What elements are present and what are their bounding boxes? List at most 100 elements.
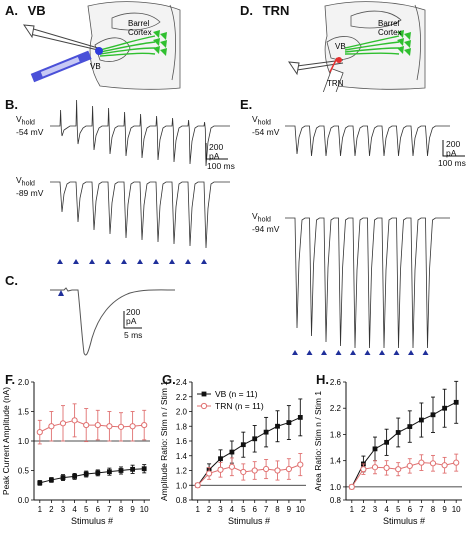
data-point xyxy=(118,468,124,473)
series-line xyxy=(351,462,457,488)
series-line xyxy=(197,416,301,486)
x-tick-label: 7 xyxy=(107,505,112,514)
data-point xyxy=(383,464,390,471)
data-point xyxy=(372,446,378,452)
b-stim-arrow-icon xyxy=(201,259,207,264)
data-point xyxy=(274,467,281,474)
data-point xyxy=(429,460,437,467)
data-point xyxy=(130,466,135,472)
data-point xyxy=(297,415,303,420)
y-tick-label: 0.5 xyxy=(18,467,30,476)
panel-e-letter: E. xyxy=(240,97,253,112)
data-point xyxy=(218,456,223,462)
x-axis-label: Stimulus # xyxy=(228,516,270,526)
e-scale-time: 100 ms xyxy=(438,158,466,168)
data-point xyxy=(129,423,136,430)
y-tick-label: 1.8 xyxy=(330,430,342,439)
data-point xyxy=(395,430,401,435)
data-point xyxy=(297,461,304,468)
x-tick-label: 10 xyxy=(140,505,149,514)
y-tick-label: 2.0 xyxy=(176,408,188,417)
data-point xyxy=(60,475,66,480)
data-point xyxy=(83,421,90,429)
series-trn xyxy=(36,403,148,445)
e-bottom-vhold-value: -94 mV xyxy=(252,223,280,234)
b-bottom-vhold-value: -89 mV xyxy=(16,187,44,198)
x-tick-label: 9 xyxy=(130,505,135,514)
data-point xyxy=(229,449,235,455)
thalamocortical-axons xyxy=(99,35,156,57)
data-point xyxy=(72,474,77,479)
stimulating-electrode-icon xyxy=(22,24,99,51)
panel-d-title: TRN xyxy=(262,3,290,18)
panel-g-letter: G. xyxy=(162,372,176,387)
e-bottom-vhold-v: V xyxy=(252,211,258,221)
x-tick-label: 5 xyxy=(84,505,89,514)
vb-schematic: VB Barrel Cortex xyxy=(22,1,181,90)
e-scale-current: 200 pA xyxy=(446,140,460,158)
y-tick-label: 1.4 xyxy=(176,452,188,461)
trn-label: TRN xyxy=(327,79,344,88)
series-vb xyxy=(37,464,147,486)
y-tick-label: 2.0 xyxy=(18,378,30,387)
b-stim-arrow-icon xyxy=(73,259,79,264)
data-point xyxy=(83,471,89,477)
e-bottom-vhold-label: Vhold -94 mV xyxy=(252,212,279,234)
data-point xyxy=(286,420,292,425)
data-point xyxy=(430,412,436,418)
y-tick-label: 2.2 xyxy=(330,404,342,413)
data-point xyxy=(240,442,246,448)
b-scale-bar xyxy=(205,143,228,160)
trn-trace-depolarized xyxy=(285,125,450,157)
y-tick-label: 1.6 xyxy=(176,437,188,446)
x-tick-label: 1 xyxy=(38,505,43,514)
c-scale-time: 5 ms xyxy=(124,330,143,340)
x-tick-label: 4 xyxy=(230,505,235,514)
x-tick-label: 3 xyxy=(218,505,223,514)
b-bottom-vhold-v: V xyxy=(16,175,22,185)
x-tick-label: 6 xyxy=(408,505,413,514)
b-top-vhold-label: Vhold -54 mV xyxy=(16,115,43,137)
b-stim-arrow-icon xyxy=(121,259,127,264)
b-top-vhold-v: V xyxy=(16,114,22,124)
data-point xyxy=(36,429,43,436)
legend-label-vb: VB (n = 11) xyxy=(215,389,258,399)
y-tick-label: 1.5 xyxy=(18,408,30,417)
x-tick-label: 8 xyxy=(119,505,124,514)
data-point xyxy=(106,423,113,430)
legend-marker-vb xyxy=(201,391,207,397)
panel-a-heading: A. VB xyxy=(5,3,46,18)
series-line xyxy=(39,419,145,433)
stim-arrows xyxy=(292,350,429,355)
vb-label: VB xyxy=(90,62,101,71)
x-tick-label: 3 xyxy=(61,505,66,514)
data-point xyxy=(252,436,258,442)
panel-h-letter: H. xyxy=(316,372,329,387)
e-stim-arrow-icon xyxy=(292,350,298,355)
y-tick-label: 2.2 xyxy=(176,393,188,402)
x-tick-label: 4 xyxy=(72,505,77,514)
b-stim-arrow-icon xyxy=(57,259,63,264)
data-point xyxy=(141,466,147,472)
e-stim-arrow-icon xyxy=(408,350,414,355)
panel-a-title: VB xyxy=(27,3,46,18)
barrel-cortex-neurons-icon xyxy=(397,30,411,56)
barrel-label-line1: Barrel xyxy=(128,19,150,28)
y-tick-label: 1.0 xyxy=(18,437,30,446)
series-line xyxy=(351,401,457,488)
data-point xyxy=(95,470,101,476)
panel-d-letter: D. xyxy=(240,3,253,18)
vb-trace-depolarized xyxy=(50,99,230,167)
x-axis-label: Stimulus # xyxy=(71,516,113,526)
x-tick-label: 3 xyxy=(373,505,378,514)
stim-arrows xyxy=(57,259,207,264)
legend-label-trn: TRN (n = 11) xyxy=(215,401,264,411)
data-point xyxy=(453,399,459,405)
data-point xyxy=(419,417,424,423)
e-top-vhold-sub: hold xyxy=(257,119,271,127)
x-tick-label: 5 xyxy=(241,505,246,514)
vb-current-traces xyxy=(50,99,230,264)
e-stim-arrow-icon xyxy=(364,350,371,355)
y-tick-label: 0.8 xyxy=(176,496,188,505)
recording-electrode-icon xyxy=(30,50,92,83)
